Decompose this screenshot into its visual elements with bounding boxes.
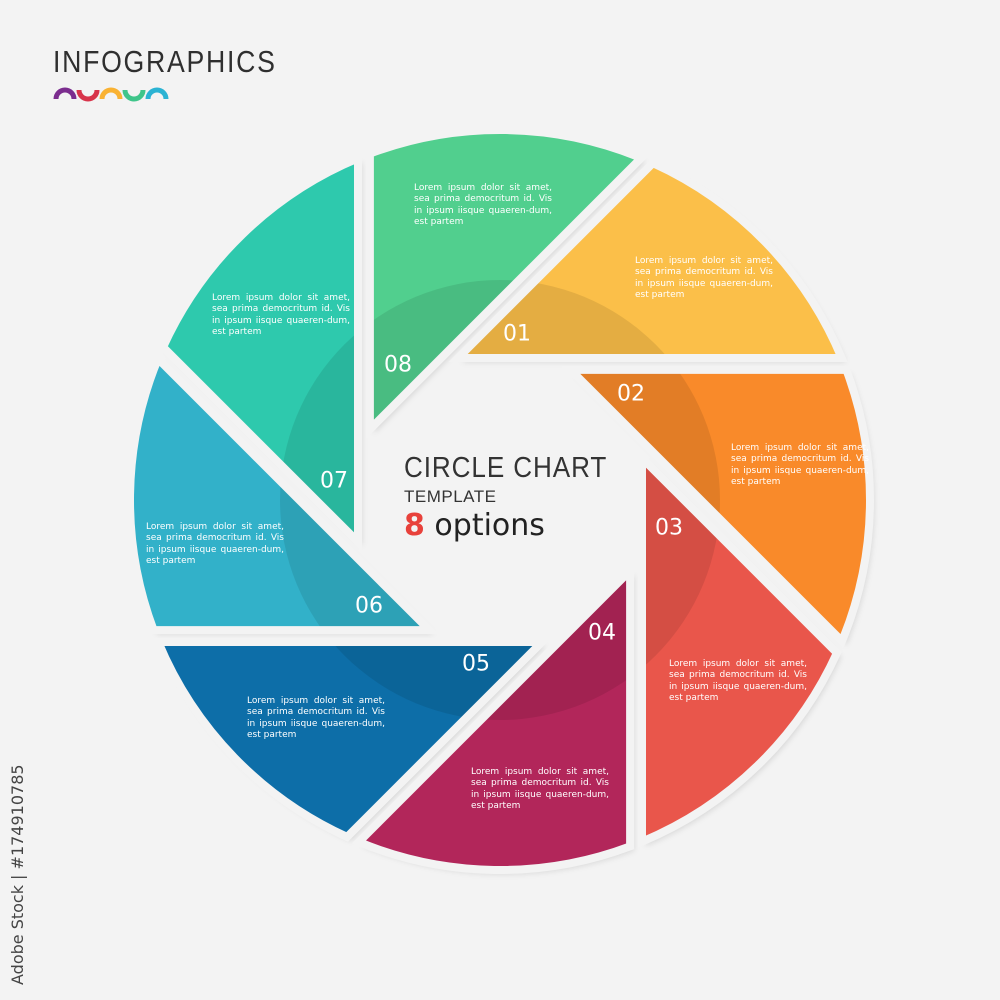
segment-number-04: 04: [588, 620, 616, 646]
segment-gap: [152, 638, 552, 842]
logo-arc: [53, 87, 77, 100]
segment-number-08: 08: [384, 352, 412, 378]
segment-gap: [561, 365, 874, 649]
segment-04: [358, 570, 631, 871]
segment-text-02: Lorem ipsum dolor sit amet, sea prima de…: [731, 443, 869, 487]
segment-gap: [126, 351, 439, 635]
credit-watermark: Adobe Stock | #174910785: [8, 764, 27, 985]
segment-07: [163, 158, 358, 542]
segment-gap: [365, 126, 649, 439]
segment-number-03: 03: [655, 515, 683, 541]
segment-gap: [638, 448, 842, 848]
segment-gap: [158, 152, 362, 552]
options-label: options: [434, 508, 545, 543]
logo-arcs: [53, 87, 169, 102]
segment-text-07: Lorem ipsum dolor sit amet, sea prima de…: [212, 293, 350, 337]
segment-number-01: 01: [503, 321, 531, 347]
segment-gap: [351, 561, 635, 874]
segment-text-08: Lorem ipsum dolor sit amet, sea prima de…: [414, 183, 552, 227]
segment-01: [458, 163, 842, 358]
logo-arc: [99, 87, 123, 100]
segment-08: [369, 130, 642, 430]
segment-text-03: Lorem ipsum dolor sit amet, sea prima de…: [669, 659, 807, 703]
center-title: CIRCLE CHART: [404, 452, 608, 484]
logo-arc: [145, 87, 169, 100]
segment-number-02: 02: [617, 381, 645, 407]
segment-gap: [448, 158, 848, 362]
segment-02: [570, 369, 871, 642]
segment-number-06: 06: [355, 593, 383, 619]
segment-03: [642, 458, 837, 842]
segment-05: [158, 642, 542, 837]
logo-arc: [122, 89, 146, 102]
inner-ring-shade: [280, 280, 720, 720]
options-number: 8: [404, 508, 425, 543]
segment-text-04: Lorem ipsum dolor sit amet, sea prima de…: [471, 767, 609, 811]
segment-text-06: Lorem ipsum dolor sit amet, sea prima de…: [146, 522, 284, 566]
center-options: 8 options: [404, 508, 545, 543]
segment-number-05: 05: [462, 651, 490, 677]
segment-text-01: Lorem ipsum dolor sit amet, sea prima de…: [635, 256, 773, 300]
logo-arc: [76, 89, 100, 102]
infographics-title: INFOGRAPHICS: [53, 44, 277, 79]
segment-text-05: Lorem ipsum dolor sit amet, sea prima de…: [247, 696, 385, 740]
center-subtitle: TEMPLATE: [404, 487, 497, 506]
segment-number-07: 07: [320, 468, 348, 494]
segment-06: [129, 358, 430, 631]
